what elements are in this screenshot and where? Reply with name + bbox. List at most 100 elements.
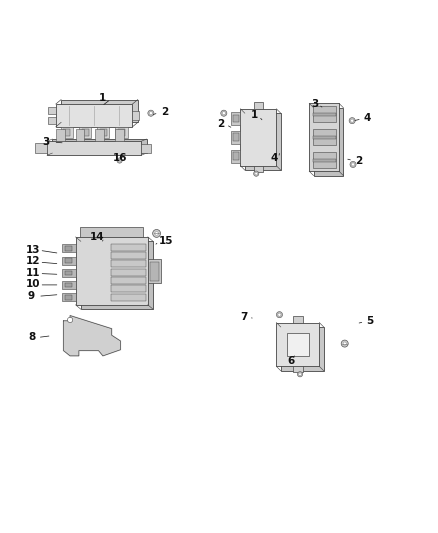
Bar <box>309 103 339 171</box>
Circle shape <box>222 112 225 115</box>
Bar <box>276 322 319 366</box>
Bar <box>62 281 75 289</box>
Circle shape <box>221 110 227 116</box>
Text: 2: 2 <box>217 119 224 129</box>
Bar <box>110 286 145 293</box>
Bar <box>110 244 145 251</box>
Bar <box>110 294 145 301</box>
Bar <box>110 252 145 259</box>
Bar <box>110 269 145 276</box>
Bar <box>62 257 75 264</box>
Circle shape <box>351 163 355 166</box>
Circle shape <box>297 372 303 377</box>
Bar <box>79 127 91 138</box>
Circle shape <box>341 340 348 347</box>
Bar <box>47 141 141 155</box>
Bar <box>233 152 239 160</box>
Bar <box>293 317 303 322</box>
Text: 2: 2 <box>355 156 362 166</box>
Circle shape <box>276 312 283 318</box>
Text: 12: 12 <box>25 256 40 266</box>
Text: 4: 4 <box>364 114 371 124</box>
Text: 3: 3 <box>311 99 318 109</box>
Bar <box>231 150 240 163</box>
Text: 10: 10 <box>25 279 40 289</box>
Bar <box>100 130 107 135</box>
Bar <box>95 129 104 141</box>
Text: 5: 5 <box>367 316 374 326</box>
Bar <box>115 127 128 138</box>
Bar <box>313 152 336 168</box>
Bar <box>75 237 148 305</box>
Circle shape <box>299 373 301 376</box>
Bar <box>245 113 281 170</box>
Circle shape <box>67 317 73 322</box>
Text: 8: 8 <box>28 333 35 343</box>
Bar <box>150 262 159 281</box>
Bar <box>313 107 336 122</box>
Text: 1: 1 <box>251 110 258 120</box>
Bar <box>81 241 153 309</box>
Bar <box>313 136 336 139</box>
Circle shape <box>118 159 121 162</box>
Text: 11: 11 <box>25 268 40 278</box>
Circle shape <box>350 161 356 167</box>
Bar <box>62 294 75 301</box>
Bar <box>62 245 75 252</box>
Bar <box>118 130 125 135</box>
Text: 13: 13 <box>25 245 40 255</box>
Bar <box>64 295 72 300</box>
Text: 14: 14 <box>90 232 105 242</box>
Text: 9: 9 <box>28 291 35 301</box>
Bar <box>110 277 145 284</box>
Bar <box>141 144 151 152</box>
Bar <box>148 259 161 283</box>
Bar <box>313 130 336 145</box>
Bar <box>231 131 240 144</box>
Circle shape <box>278 313 281 316</box>
Bar <box>233 133 239 141</box>
Circle shape <box>149 112 152 115</box>
Text: 6: 6 <box>288 356 295 366</box>
Circle shape <box>152 230 160 237</box>
Circle shape <box>254 171 259 176</box>
Bar <box>240 109 276 166</box>
Bar <box>287 333 308 356</box>
Circle shape <box>343 342 346 345</box>
Text: 1: 1 <box>99 93 106 103</box>
Text: 7: 7 <box>241 312 248 322</box>
Bar <box>97 127 110 138</box>
Bar <box>35 142 47 154</box>
Polygon shape <box>64 316 120 356</box>
Bar <box>313 113 336 116</box>
Bar <box>81 130 88 135</box>
Bar <box>281 327 324 371</box>
Bar <box>56 104 132 127</box>
Bar <box>314 108 343 175</box>
Bar <box>110 260 145 268</box>
Bar <box>64 271 72 275</box>
Text: 15: 15 <box>158 236 173 246</box>
Bar <box>48 107 56 114</box>
Circle shape <box>148 110 154 116</box>
Bar <box>231 112 240 125</box>
Text: 16: 16 <box>113 153 128 163</box>
Circle shape <box>117 158 122 163</box>
Text: 3: 3 <box>42 136 49 147</box>
Bar <box>56 129 64 141</box>
Circle shape <box>155 232 159 235</box>
Bar <box>115 129 124 141</box>
Bar <box>61 100 138 123</box>
Bar <box>254 166 263 172</box>
Text: 2: 2 <box>161 107 168 117</box>
Bar <box>293 366 303 373</box>
Bar <box>48 117 56 124</box>
Bar <box>76 129 84 141</box>
Circle shape <box>349 118 355 124</box>
Bar <box>64 246 72 251</box>
Bar <box>80 227 143 237</box>
Bar <box>53 139 146 153</box>
Text: 4: 4 <box>270 153 277 163</box>
Circle shape <box>255 172 258 175</box>
Bar <box>254 102 263 109</box>
